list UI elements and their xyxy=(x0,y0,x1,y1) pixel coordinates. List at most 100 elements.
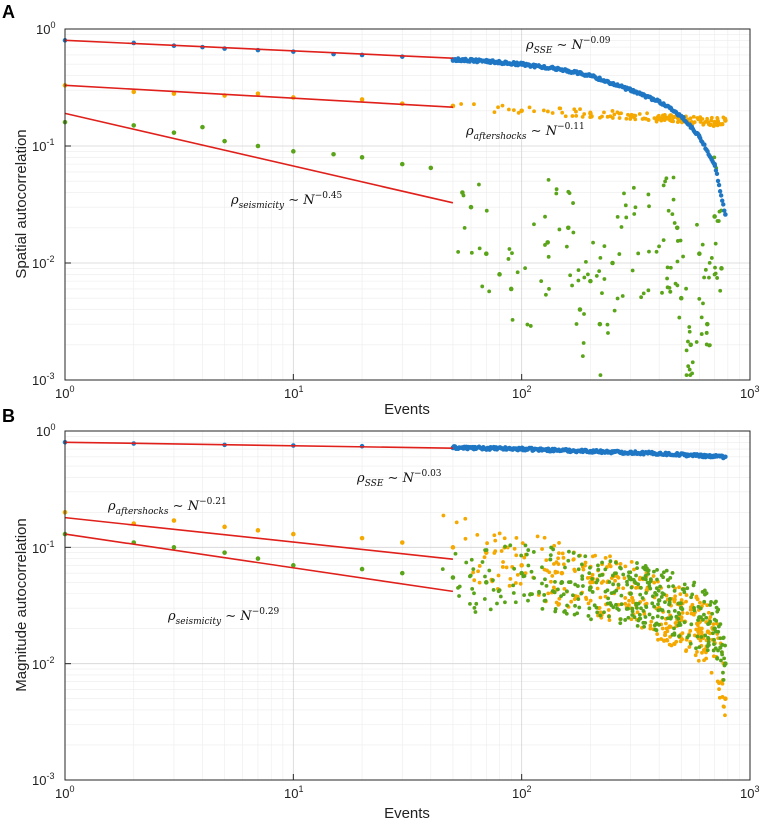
panel-a-aftershocks-point xyxy=(630,113,634,117)
panel-a-seismicity-point xyxy=(679,296,684,301)
panel-a-aftershocks-point xyxy=(638,112,642,116)
panel-a-seismicity-point xyxy=(172,130,177,135)
panel-b-seismicity-point xyxy=(606,602,610,606)
panel-a-seismicity-point xyxy=(568,273,572,277)
panel-a-aftershocks-point xyxy=(501,104,505,108)
panel-a-seismicity-point xyxy=(487,289,491,293)
panel-b-seismicity-point xyxy=(618,566,622,570)
panel-a-seismicity-point xyxy=(695,223,699,227)
panel-a-annotation-sse: ρSSE ∼ N−0.09 xyxy=(525,36,611,56)
panel-a-seismicity-point xyxy=(715,276,719,280)
panel-b-aftershocks-point xyxy=(513,547,517,551)
panel-a-seismicity-point xyxy=(200,125,205,130)
panel-a-aftershocks-point xyxy=(667,116,671,120)
panel-b-aftershocks-point xyxy=(552,562,556,566)
panel-b-seismicity-point xyxy=(400,571,405,576)
panel-a-ticks xyxy=(65,29,750,380)
panel-b-aftershocks-point xyxy=(609,565,613,569)
panel-b-seismicity-point xyxy=(638,593,642,597)
panel-b-seismicity-point xyxy=(655,621,659,625)
panel-a-aftershocks-point xyxy=(532,109,536,113)
panel-b-aftershocks-point xyxy=(400,540,405,545)
panel-a-aftershocks-point xyxy=(628,117,632,121)
panel-a-seismicity-point xyxy=(714,242,718,246)
panel-a-seismicity-point xyxy=(598,322,603,327)
panel-b-letter: B xyxy=(2,406,15,426)
panel-a-aftershocks-point xyxy=(612,113,616,117)
panel-b-aftershocks-point xyxy=(500,549,504,553)
panel-b-seismicity-point xyxy=(644,577,648,581)
panel-a-seismicity-point xyxy=(555,187,559,191)
panel-a-marks xyxy=(63,38,728,377)
panel-a-seismicity-point xyxy=(566,190,570,194)
panel-b-aftershocks-point xyxy=(706,630,710,634)
panel-b-seismicity-point xyxy=(658,585,662,589)
panel-a-aftershocks-point xyxy=(572,107,576,111)
panel-b-seismicity-point xyxy=(598,614,602,618)
panel-b-seismicity-point xyxy=(653,628,657,632)
panel-b-seismicity-point xyxy=(483,548,487,552)
panel-b-seismicity-point xyxy=(606,596,610,600)
panel-b-seismicity-point xyxy=(656,602,660,606)
panel-b-seismicity-point xyxy=(671,571,675,575)
panel-b-seismicity-point xyxy=(683,620,687,624)
panel-b-seismicity-point xyxy=(673,609,677,613)
panel-b-y-axis-label: Magnitude autocorrelation xyxy=(13,518,30,691)
panel-a-seismicity-point xyxy=(523,266,527,270)
panel-b-seismicity-point xyxy=(699,606,703,610)
panel-b-aftershocks-point xyxy=(677,585,681,589)
panel-b-aftershocks-point xyxy=(556,556,560,560)
panel-b-aftershocks-point xyxy=(692,613,696,617)
panel-b-aftershocks-point xyxy=(508,577,512,581)
panel-b-seismicity-point xyxy=(565,589,569,593)
panel-b-seismicity-point xyxy=(632,578,636,582)
panel-b-seismicity-point xyxy=(491,578,495,582)
panel-b-aftershocks-point xyxy=(586,576,590,580)
panel-b-seismicity-point xyxy=(470,558,474,562)
panel-b-aftershocks-point xyxy=(555,570,559,574)
panel-b-seismicity-point xyxy=(532,550,536,554)
panel-a-seismicity-point xyxy=(632,186,636,190)
panel-b-aftershocks-point xyxy=(256,528,261,533)
panel-b-aftershocks-point xyxy=(501,560,505,564)
panel-b-seismicity-point xyxy=(569,580,573,584)
panel-a-seismicity-point xyxy=(688,373,692,377)
panel-a-x-tick-label: 103 xyxy=(740,384,759,401)
panel-a-seismicity-point xyxy=(712,214,717,219)
panel-a-aftershocks-point xyxy=(645,111,649,115)
panel-b-aftershocks-point xyxy=(704,657,708,661)
panel-a-seismicity-point xyxy=(291,149,296,154)
panel-b-aftershocks-point xyxy=(694,653,698,657)
panel-b-aftershocks-point xyxy=(560,571,565,576)
panel-b-aftershocks-point xyxy=(695,650,699,654)
panel-b-seismicity-point xyxy=(571,593,575,597)
panel-b-seismicity-point xyxy=(470,587,474,591)
panel-b-y-tick-label: 10-2 xyxy=(32,655,54,672)
panel-a-seismicity-point xyxy=(478,246,482,250)
panel-b-aftershocks-point xyxy=(678,592,682,596)
panel-a-grid xyxy=(65,29,750,380)
panel-b-aftershocks-point xyxy=(710,671,714,675)
panel-b-aftershocks-point xyxy=(497,574,501,578)
panel-a-aftershocks-point xyxy=(496,105,500,109)
panel-b-seismicity-point xyxy=(512,591,516,595)
panel-a-seismicity-point xyxy=(597,269,601,273)
panel-b-seismicity-point xyxy=(256,556,261,561)
panel-b-seismicity-point xyxy=(720,643,724,647)
panel-a-seismicity-point xyxy=(655,250,659,254)
panel-b-seismicity-point xyxy=(598,574,602,578)
panel-b-annotation-sse: ρSSE ∼ N−0.03 xyxy=(356,469,442,489)
panel-a-seismicity-point xyxy=(685,373,689,377)
panel-b-aftershocks-point xyxy=(655,632,659,636)
panel-b-aftershocks-point xyxy=(608,554,612,558)
panel-a-seismicity-point xyxy=(688,368,692,372)
panel-a-seismicity-point xyxy=(599,373,603,377)
panel-b-seismicity-point xyxy=(562,592,566,596)
panel-b-seismicity-point xyxy=(587,571,591,575)
panel-b-aftershocks-point xyxy=(664,622,668,626)
panel-a-y-tick-label: 10-1 xyxy=(32,137,54,154)
panel-a-aftershocks-point xyxy=(256,91,261,96)
panel-a-seismicity-point xyxy=(557,228,561,232)
panel-a-seismicity-point xyxy=(674,282,678,286)
panel-a-aftershocks-point xyxy=(633,117,637,121)
